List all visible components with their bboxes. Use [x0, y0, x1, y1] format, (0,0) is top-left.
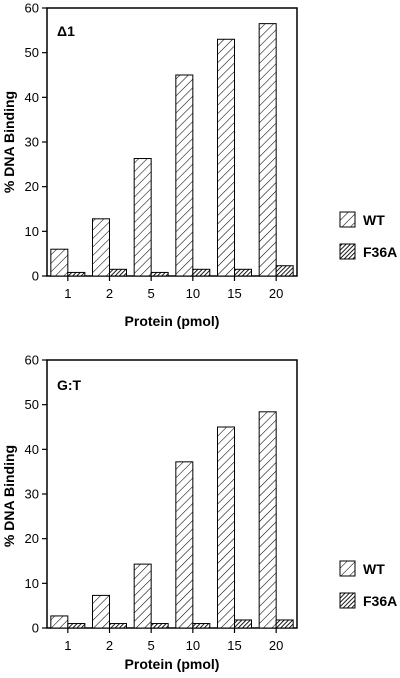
legend: WT F36A: [339, 211, 397, 260]
y-tick-label: 0: [32, 621, 39, 636]
x-tick-label: 1: [64, 286, 71, 301]
x-tick-label: 20: [269, 638, 283, 653]
bar-wt-1: [50, 248, 69, 277]
x-tick-label: 15: [227, 638, 241, 653]
x-tick-label: 5: [148, 286, 155, 301]
panel-annotation: G:T: [57, 377, 82, 393]
bar-wt-2: [92, 218, 110, 277]
panel-annotation: Δ1: [57, 23, 75, 39]
bar-f36a-1: [67, 271, 86, 277]
bar-wt-10: [175, 74, 194, 277]
x-tick-label: 5: [148, 638, 155, 653]
bar-f36a-10: [192, 623, 211, 629]
y-tick-label: 60: [25, 353, 39, 368]
chart-panel-delta1: Δ1 0 10 20 30 40 50 60 1 2 5 10 15 20 Protein (pmol…: [1, 1, 397, 330]
chart-panel-gt: G:T 0 10 20 30 40 50 60 1 2 5 10 15 20 Protein (pmo…: [1, 353, 397, 673]
y-tick-label: 60: [25, 1, 39, 16]
x-axis-ticks: 1 2 5 10 15 20: [64, 276, 283, 301]
y-axis-label: % DNA Binding: [1, 445, 17, 547]
bar-wt-20: [258, 411, 277, 629]
legend-swatch-f36a: [339, 243, 356, 260]
bar-wt-5: [133, 158, 152, 277]
bars: [50, 411, 294, 629]
bar-wt-10: [175, 461, 194, 629]
y-tick-label: 40: [25, 442, 39, 457]
bar-f36a-20: [275, 619, 294, 629]
y-tick-label: 50: [25, 45, 39, 60]
bar-wt-5: [133, 563, 152, 629]
x-axis-label: Protein (pmol): [125, 313, 220, 329]
bar-f36a-15: [234, 268, 252, 277]
legend-label-wt: WT: [363, 561, 385, 577]
x-tick-label: 1: [64, 638, 71, 653]
bar-wt-15: [217, 426, 235, 629]
y-axis-ticks: 0 10 20 30 40 50 60: [25, 353, 47, 636]
legend: WT F36A: [339, 560, 397, 609]
x-tick-label: 15: [227, 286, 241, 301]
x-tick-label: 20: [269, 286, 283, 301]
x-tick-label: 2: [106, 286, 113, 301]
y-tick-label: 40: [25, 90, 39, 105]
bar-f36a-2: [109, 268, 127, 277]
legend-swatch-wt: [339, 211, 356, 228]
y-tick-label: 20: [25, 179, 39, 194]
bar-wt-15: [217, 38, 235, 277]
legend-label-f36a: F36A: [363, 244, 397, 260]
x-tick-label: 10: [186, 638, 200, 653]
bars: [50, 23, 294, 277]
x-axis-ticks: 1 2 5 10 15 20: [64, 628, 283, 653]
bar-f36a-15: [234, 619, 252, 629]
bar-wt-2: [92, 594, 110, 629]
bar-f36a-10: [192, 268, 211, 277]
bar-f36a-20: [275, 265, 294, 277]
bar-wt-1: [50, 615, 69, 629]
y-tick-label: 10: [25, 576, 39, 591]
legend-label-wt: WT: [363, 212, 385, 228]
y-tick-label: 0: [32, 269, 39, 284]
x-tick-label: 2: [106, 638, 113, 653]
legend-swatch-wt: [339, 560, 356, 577]
y-axis-label: % DNA Binding: [1, 91, 17, 193]
x-tick-label: 10: [186, 286, 200, 301]
y-tick-label: 50: [25, 397, 39, 412]
y-tick-label: 30: [25, 487, 39, 502]
bar-f36a-5: [150, 623, 169, 629]
bar-wt-20: [258, 23, 277, 277]
legend-label-f36a: F36A: [363, 593, 397, 609]
bar-f36a-1: [67, 623, 86, 629]
y-tick-label: 30: [25, 135, 39, 150]
bar-f36a-5: [150, 271, 169, 277]
y-tick-label: 10: [25, 224, 39, 239]
y-tick-label: 20: [25, 531, 39, 546]
legend-swatch-f36a: [339, 592, 356, 609]
bar-f36a-2: [109, 623, 127, 629]
y-axis-ticks: 0 10 20 30 40 50 60: [25, 1, 47, 284]
x-axis-label: Protein (pmol): [125, 656, 220, 672]
